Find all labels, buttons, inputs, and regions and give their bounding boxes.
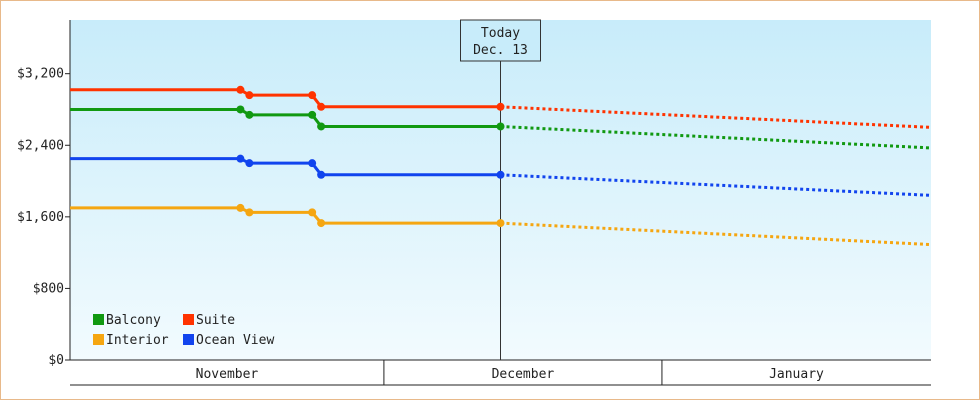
series-point-balcony bbox=[308, 110, 317, 119]
series-line-ocean-view bbox=[70, 157, 501, 177]
today-callout bbox=[460, 19, 541, 62]
series-point-suite bbox=[496, 102, 505, 111]
today-date-label: Dec. 13 bbox=[473, 43, 528, 58]
series-point-interior bbox=[496, 219, 505, 228]
series-point-interior bbox=[245, 208, 254, 217]
series-point-balcony bbox=[245, 110, 254, 119]
series-point-suite bbox=[308, 91, 317, 100]
series-line-suite bbox=[70, 88, 501, 109]
legend-label: Interior bbox=[106, 333, 169, 348]
series-point-suite bbox=[236, 85, 245, 94]
series-point-balcony bbox=[236, 105, 245, 114]
series-point-balcony bbox=[496, 122, 505, 131]
series-point-interior bbox=[317, 219, 326, 228]
series-point-interior bbox=[236, 203, 245, 212]
series-point-ocean-view bbox=[308, 159, 317, 168]
legend-swatch-ocean-view bbox=[183, 334, 194, 345]
series-point-ocean-view bbox=[317, 170, 326, 179]
legend-label: Balcony bbox=[106, 313, 161, 328]
series-point-ocean-view bbox=[496, 170, 505, 179]
y-tick-label: $0 bbox=[48, 353, 64, 368]
series-point-ocean-view bbox=[236, 154, 245, 163]
legend-swatch-balcony bbox=[93, 314, 104, 325]
series-line-interior bbox=[70, 206, 501, 225]
series-point-ocean-view bbox=[245, 159, 254, 168]
series-point-suite bbox=[245, 91, 254, 100]
legend-swatch-suite bbox=[183, 314, 194, 325]
y-tick-label: $3,200 bbox=[17, 67, 64, 82]
series-point-suite bbox=[317, 102, 326, 111]
y-tick-label: $1,600 bbox=[17, 210, 64, 225]
legend-swatch-interior bbox=[93, 334, 104, 345]
y-tick-label: $2,400 bbox=[17, 138, 64, 153]
today-label: Today bbox=[481, 26, 520, 41]
month-label-january: January bbox=[769, 367, 824, 382]
series-point-interior bbox=[308, 208, 317, 217]
month-label-december: December bbox=[492, 367, 555, 382]
legend-label: Ocean View bbox=[196, 333, 274, 348]
series-point-balcony bbox=[317, 122, 326, 131]
y-tick-label: $800 bbox=[33, 281, 64, 296]
series-line-balcony bbox=[70, 107, 501, 128]
legend-label: Suite bbox=[196, 313, 235, 328]
month-label-november: November bbox=[196, 367, 259, 382]
